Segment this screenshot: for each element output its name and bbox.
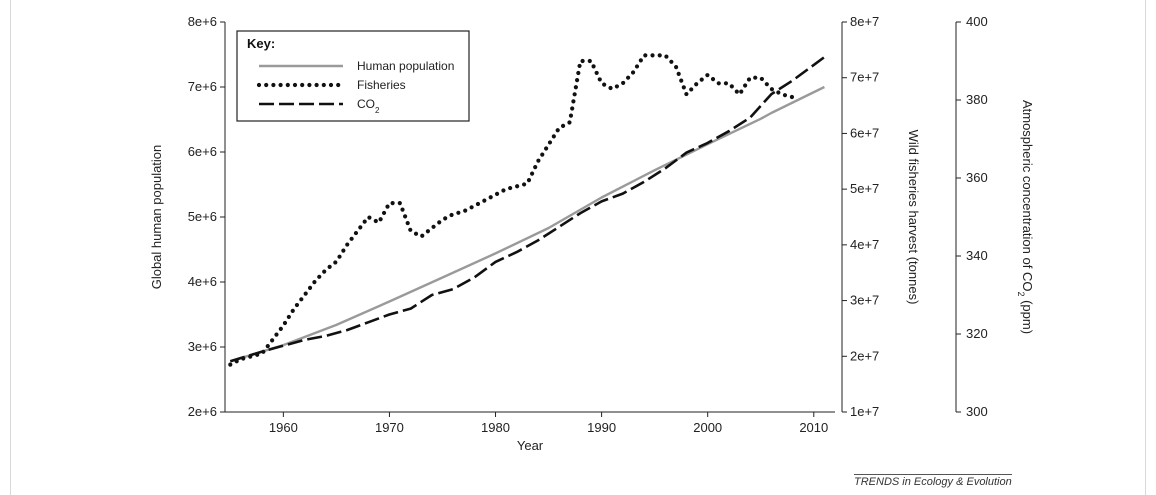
x-axis-title: Year [517,438,544,453]
right2-tick-label: 400 [966,14,988,29]
series-human-population [229,85,825,363]
right2-tick-label: 300 [966,404,988,419]
legend-label-sub: 2 [375,106,380,115]
right1-axis-title: Wild fisheries harvest (tonnes) [906,130,921,305]
legend-label: Human population [357,59,454,73]
left-axis-title: Global human population [149,145,164,290]
x-tick-label: 1980 [481,420,510,435]
x-tick-label: 2000 [693,420,722,435]
series-fisheries [228,53,795,367]
legend-box [236,30,470,122]
right1-tick-label: 8e+7 [850,14,879,29]
legend-label-main: CO [357,97,375,111]
left-tick-label: 7e+6 [188,79,217,94]
x-tick-label: 1990 [587,420,616,435]
figure-frame: 1960 1970 1980 1990 2000 2010 Year 2e+6 3e+6 4e+6… [10,0,1146,495]
series-co2 [229,56,826,363]
left-tick-label: 8e+6 [188,14,217,29]
right1-tick-label: 1e+7 [850,404,879,419]
right1-tick-label: 2e+7 [850,348,879,363]
left-tick-label: 6e+6 [188,144,217,159]
legend-label: Fisheries [357,78,406,92]
source-credit: TRENDS in Ecology & Evolution [854,474,1012,488]
right2-tick-label: 340 [966,248,988,263]
right1-tick-label: 7e+7 [850,70,879,85]
legend-label: CO2 [357,97,380,115]
right2-axis-title-main: Atmospheric concentration of CO [1020,100,1035,291]
right2-tick-label: 320 [966,326,988,341]
x-tick-label: 1960 [269,420,298,435]
right1-tick-label: 3e+7 [850,293,879,308]
right1-tick-label: 5e+7 [850,181,879,196]
x-tick-label: 2010 [799,420,828,435]
right2-tick-label: 360 [966,170,988,185]
right2-tick-label: 380 [966,92,988,107]
legend-title: Key: [247,36,275,51]
left-tick-label: 2e+6 [188,404,217,419]
left-tick-label: 4e+6 [188,274,217,289]
left-tick-label: 3e+6 [188,339,217,354]
right1-tick-label: 4e+7 [850,237,879,252]
right2-axis-title-sub: 2 [1016,291,1026,296]
right2-axis-title-unit: (ppm) [1020,296,1035,334]
x-tick-label: 1970 [375,420,404,435]
legend: Key: Human population Fisheries CO2 [236,30,470,122]
chart: 1960 1970 1980 1990 2000 2010 Year 2e+6 3e+6 4e+6… [149,14,1035,453]
series-layer [228,53,826,367]
left-tick-label: 5e+6 [188,209,217,224]
right1-tick-label: 6e+7 [850,125,879,140]
axes-layer: 1960 1970 1980 1990 2000 2010 Year 2e+6 3e+6 4e+6… [149,14,1035,453]
right2-axis-title: Atmospheric concentration of CO2 (ppm) [1016,100,1035,334]
